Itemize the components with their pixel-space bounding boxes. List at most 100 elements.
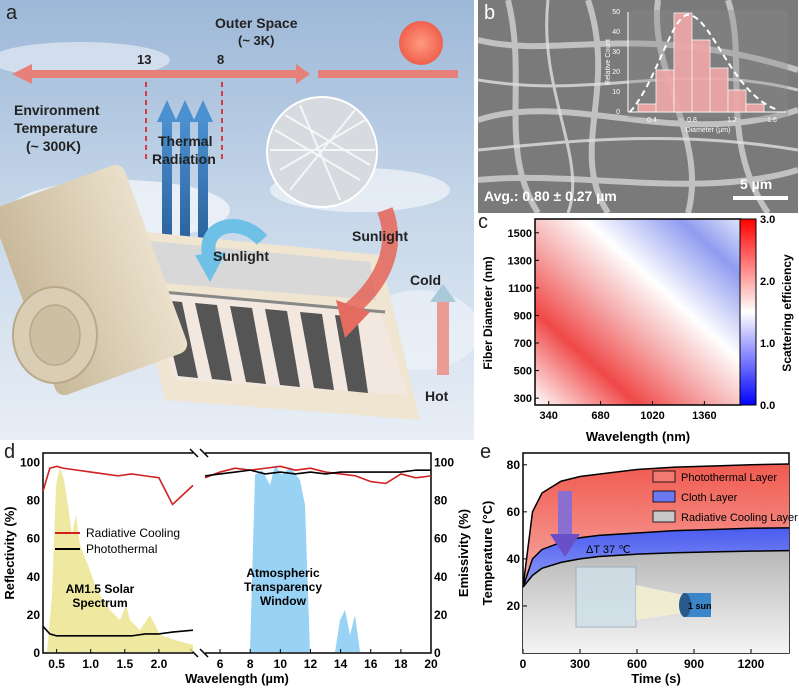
heatmap-ytick: 900 <box>514 310 532 322</box>
heatmap-xtick: 680 <box>591 410 609 422</box>
line-0 <box>522 463 790 588</box>
e-xtick: 1200 <box>738 657 765 671</box>
sun-icon <box>399 21 443 65</box>
e-ytick: 40 <box>507 552 521 566</box>
e-xtick: 600 <box>627 657 647 671</box>
env-temp-label-2: Temperature <box>14 120 98 136</box>
e-xtick: 300 <box>570 657 590 671</box>
legend-rc-swatch <box>652 510 676 523</box>
d-xtick: 12 <box>304 657 318 671</box>
series-left-0 <box>42 465 194 506</box>
panel-c: 340 680 1020 1360 300 500 700 900 1100 1300 1500 … <box>478 211 799 445</box>
panel-c-label: c <box>478 211 488 233</box>
scale-bar <box>733 196 788 200</box>
d-ytick-left: 80 <box>27 494 41 508</box>
heatmap-ytick: 1500 <box>508 228 532 240</box>
e-ytick: 60 <box>507 505 521 519</box>
d-xtick: 20 <box>424 657 438 671</box>
heatmap-xlabel: Wavelength (nm) <box>586 429 690 444</box>
sunlight-left-label: Sunlight <box>213 248 269 264</box>
heatmap-xtick: 340 <box>540 410 558 422</box>
inset-ytick: 40 <box>612 29 620 36</box>
wavelength-8-label: 8 <box>217 52 225 67</box>
inset-ylabel: Relative Count <box>605 39 612 85</box>
inset-ytick: 10 <box>612 89 620 96</box>
d-xtick: 1.5 <box>116 657 133 671</box>
outer-temp-label: (~ 3K) <box>238 33 275 48</box>
env-temp-label-1: Environment <box>14 102 100 118</box>
atm-label-3: Window <box>260 594 307 608</box>
heatmap-ytick: 1100 <box>508 283 532 295</box>
heatmap-ytick: 1300 <box>508 255 532 267</box>
inset-xtick: 0.4 <box>647 117 657 124</box>
e-xtick: 0 <box>520 657 527 671</box>
d-ytick-right: 20 <box>434 608 448 622</box>
thermal-label-2: Radiation <box>152 151 216 167</box>
panel-a-label: a <box>6 2 18 24</box>
colorbar-tick: 2.0 <box>760 276 775 288</box>
line-1 <box>522 527 790 588</box>
d-ylabel-right: Emissivity (%) <box>456 509 471 597</box>
panel-a: a Outer Space (~ 3K) 13 8 Environment Te… <box>0 0 480 440</box>
colorbar-tick: 1.0 <box>760 338 775 350</box>
e-ytick: 80 <box>507 458 521 472</box>
d-xtick: 10 <box>274 657 288 671</box>
d-ylabel-left: Reflectivity (%) <box>2 506 17 599</box>
heatmap-ytick: 500 <box>514 366 532 378</box>
d-ytick-right: 100 <box>434 456 454 470</box>
colorbar-tick: 0.0 <box>760 400 775 412</box>
solar-spectrum-area <box>47 467 193 652</box>
panel-d-label: d <box>4 441 16 463</box>
delta-t-label: ΔT 37 ℃ <box>586 544 631 556</box>
legend-photothermal-swatch <box>652 470 676 483</box>
heatmap-ytick: 700 <box>514 338 532 350</box>
panel-a-illustration <box>0 0 480 440</box>
sunlight-right-label: Sunlight <box>352 228 408 244</box>
am15-label-1: AM1.5 Solar <box>66 582 135 596</box>
colorbar-tick: 3.0 <box>760 214 775 226</box>
heatmap-ytick: 300 <box>514 393 532 405</box>
inset-ytick: 50 <box>612 9 620 16</box>
d-ytick-left: 40 <box>27 570 41 584</box>
panel-b: 0 10 20 30 40 50 0.4 0.8 1.2 1.6 Diamete… <box>477 0 799 215</box>
d-xtick: 16 <box>364 657 378 671</box>
sun-source-label: 1 sun <box>688 601 712 611</box>
d-xtick: 18 <box>394 657 408 671</box>
panel-b-label: b <box>484 2 496 24</box>
sem-image: 0 10 20 30 40 50 0.4 0.8 1.2 1.6 Diamete… <box>477 0 799 215</box>
delta-arrow <box>558 491 572 536</box>
inset-ytick: 20 <box>612 69 620 76</box>
d-xtick: 8 <box>247 657 254 671</box>
d-xlabel: Wavelength (µm) <box>185 671 289 686</box>
am15-label-2: Spectrum <box>72 596 127 610</box>
panel-d: 0.5 1.0 1.5 2.0 6 8 10 12 14 16 18 20 0 0 20 20 40 40 60 60… <box>0 441 478 686</box>
d-xtick: 2.0 <box>151 657 168 671</box>
atm-window-area <box>250 465 310 652</box>
outer-space-label: Outer Space <box>215 15 298 31</box>
inset-xtick: 1.2 <box>727 117 737 124</box>
panel-e: 0 300 600 900 1200 20 40 60 80 Photothermal Laye… <box>478 441 799 686</box>
d-ytick-left: 0 <box>33 646 40 660</box>
line-2 <box>522 549 790 588</box>
legend-cloth-swatch <box>652 490 676 503</box>
d-ytick-left: 60 <box>27 532 41 546</box>
d-ytick-right: 60 <box>434 532 448 546</box>
d-xtick: 6 <box>217 657 224 671</box>
d-xtick: 0.5 <box>48 657 65 671</box>
temperature-chart: 0 300 600 900 1200 20 40 60 80 Photothermal Laye… <box>480 452 798 686</box>
heatmap-xtick: 1360 <box>692 410 716 422</box>
legend-black-label: Photothermal <box>86 542 157 556</box>
series-left-1 <box>42 625 194 637</box>
atm-label-2: Transparency <box>244 580 322 594</box>
inset-xlabel: Diameter (µm) <box>686 127 731 134</box>
d-ytick-left: 100 <box>20 456 40 470</box>
wavelength-13-label: 13 <box>137 52 152 67</box>
legend-red-label: Radiative Cooling <box>86 526 180 540</box>
d-ytick-right: 40 <box>434 570 448 584</box>
inset-xtick: 1.6 <box>767 117 777 124</box>
heatmap-area <box>534 218 742 406</box>
scale-bar-label: 5 µm <box>740 176 773 192</box>
env-temp-label-3: (~ 300K) <box>26 138 81 154</box>
d-ytick-right: 80 <box>434 494 448 508</box>
